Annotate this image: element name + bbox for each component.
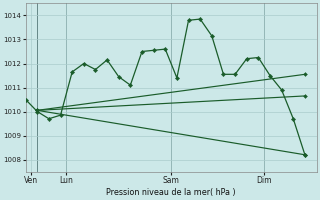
X-axis label: Pression niveau de la mer( hPa ): Pression niveau de la mer( hPa ) — [106, 188, 236, 197]
